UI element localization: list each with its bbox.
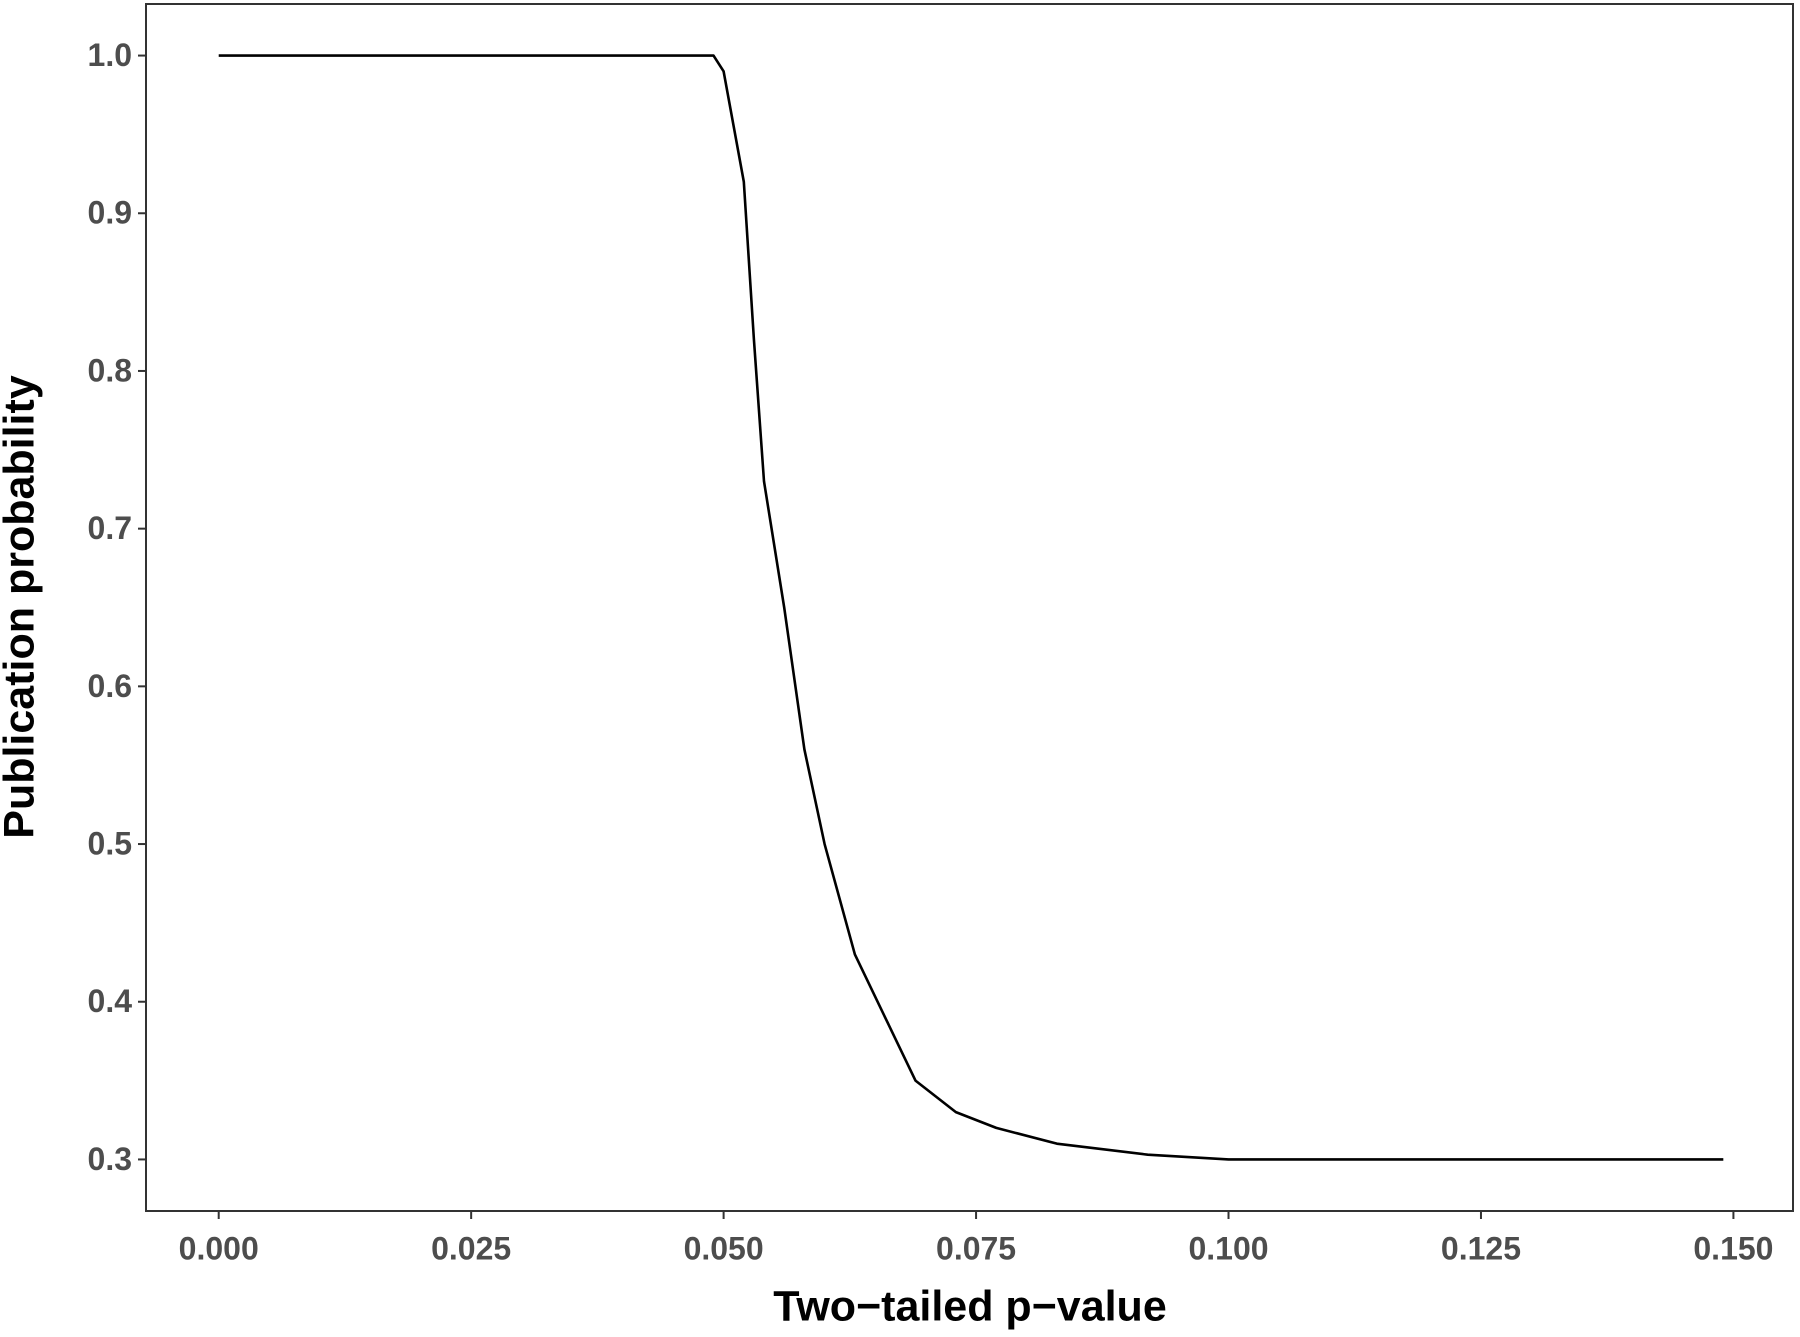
y-tick-label: 0.7	[88, 510, 132, 546]
y-tick-label: 0.3	[88, 1141, 132, 1177]
x-tick-label: 0.125	[1441, 1230, 1521, 1266]
y-tick-label: 0.4	[88, 983, 133, 1019]
y-tick-label: 0.5	[88, 825, 132, 861]
x-axis-title: Two−tailed p−value	[773, 1282, 1167, 1330]
y-tick-label: 0.8	[88, 352, 132, 388]
x-tick-label: 0.050	[684, 1230, 764, 1266]
x-tick-label: 0.150	[1693, 1230, 1773, 1266]
y-tick-label: 0.6	[88, 668, 132, 704]
y-tick-label: 1.0	[88, 37, 132, 73]
x-tick-label: 0.075	[936, 1230, 1016, 1266]
x-tick-label: 0.000	[179, 1230, 259, 1266]
plot-frame	[145, 3, 1794, 1212]
data-line	[218, 54, 1724, 1161]
y-tick-label: 0.9	[88, 195, 132, 231]
x-tick-label: 0.025	[431, 1230, 511, 1266]
y-axis-title: Publication probability	[0, 375, 43, 839]
x-tick-label: 0.100	[1188, 1230, 1268, 1266]
